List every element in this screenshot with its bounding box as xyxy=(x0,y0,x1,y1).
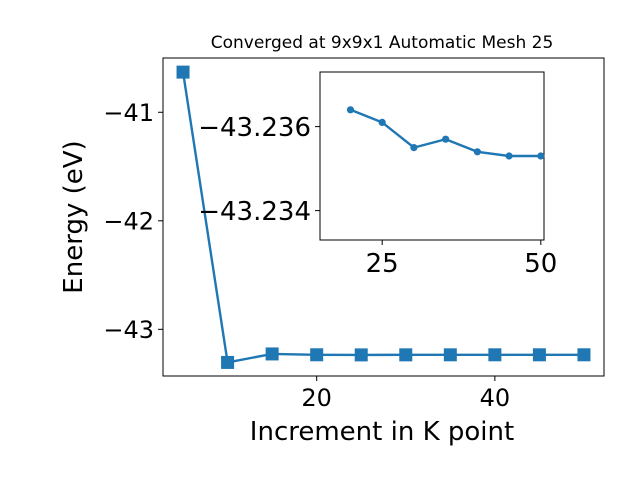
x-tick-label: 50 xyxy=(524,249,557,279)
data-point xyxy=(410,144,418,152)
main-series xyxy=(176,65,591,369)
y-tick-label: −43 xyxy=(103,316,154,344)
data-point xyxy=(488,348,502,362)
x-tick-label: 25 xyxy=(366,249,399,279)
x-tick-label: 40 xyxy=(480,384,511,412)
data-point xyxy=(537,152,545,160)
y-axis-label: Energy (eV) xyxy=(59,140,89,293)
main-plot-frame xyxy=(162,57,605,377)
x-tick-label: 20 xyxy=(301,384,332,412)
inset-series xyxy=(346,106,545,160)
data-point xyxy=(577,348,591,362)
data-point xyxy=(443,348,457,362)
data-point xyxy=(442,135,450,143)
inset-y-axis: −43.236 −43.234 xyxy=(198,113,320,227)
data-point xyxy=(221,355,235,369)
x-axis-label: Increment in K point xyxy=(250,417,514,447)
inset-chart: 25 50 −43.236 −43.234 xyxy=(198,71,557,279)
y-tick-label: −43.234 xyxy=(198,197,311,227)
data-point xyxy=(473,148,481,156)
series-line xyxy=(181,71,584,364)
data-point xyxy=(265,347,279,361)
inset-x-axis: 25 50 xyxy=(366,240,557,279)
chart-title: Converged at 9x9x1 Automatic Mesh 25 xyxy=(211,33,554,53)
y-tick-label: −43.236 xyxy=(198,113,311,143)
data-point xyxy=(346,106,355,114)
main-y-axis: −41 −42 −43 xyxy=(103,99,163,344)
main-x-axis: 20 40 xyxy=(301,376,510,412)
main-chart: Converged at 9x9x1 Automatic Mesh 25 20 4… xyxy=(59,33,605,447)
data-point xyxy=(378,118,386,126)
data-point xyxy=(532,348,546,362)
y-tick-label: −41 xyxy=(103,99,154,127)
data-point xyxy=(176,65,190,79)
data-point xyxy=(399,348,413,362)
data-point xyxy=(310,348,324,362)
y-tick-label: −42 xyxy=(103,207,154,235)
data-point xyxy=(354,348,368,362)
data-point xyxy=(505,152,513,160)
